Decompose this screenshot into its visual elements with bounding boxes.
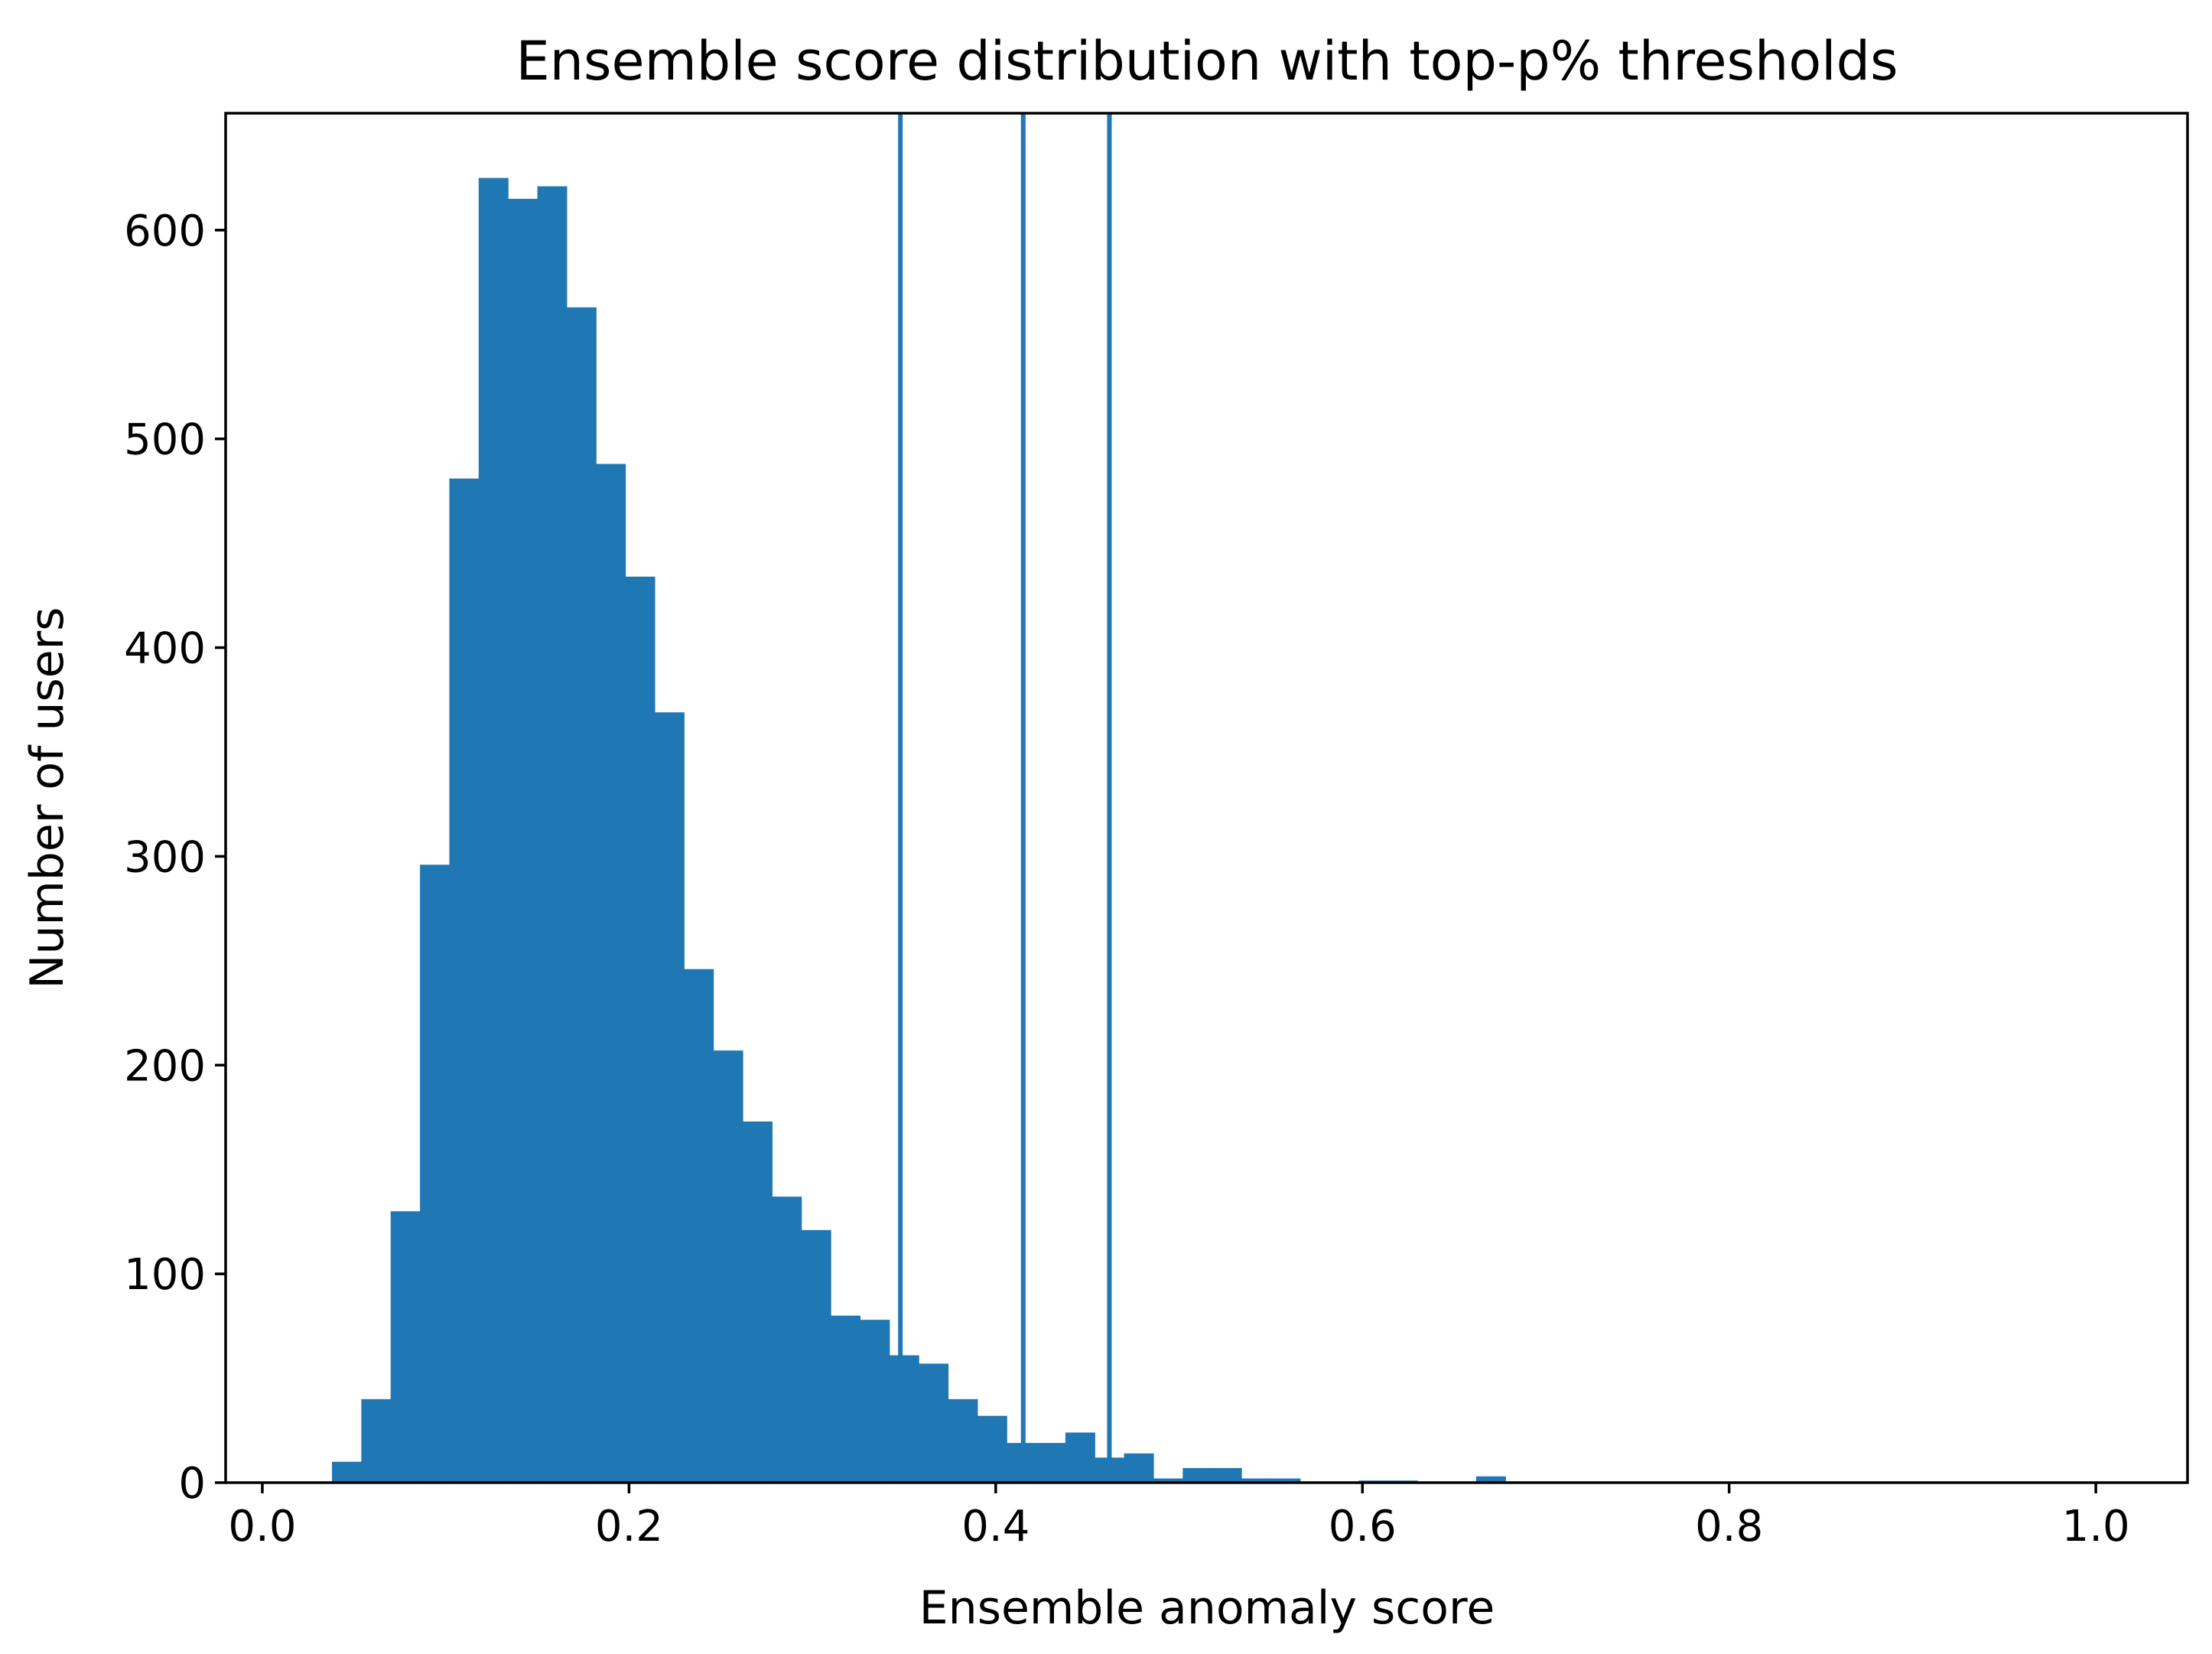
- threshold-lines: [898, 113, 1112, 1483]
- plot-frame: [224, 112, 2189, 1484]
- chart-title: Ensemble score distribution with top-p% …: [516, 30, 1898, 93]
- histogram-bar: [977, 1415, 1007, 1483]
- x-tick-label: 0.2: [595, 1502, 663, 1551]
- y-axis-ticks: 0 100 200 300 400 500 600: [124, 207, 226, 1509]
- x-tick-label: 0.6: [1329, 1502, 1397, 1551]
- histogram-bar: [420, 864, 451, 1483]
- histogram-bar: [860, 1320, 890, 1483]
- y-tick-label: 100: [124, 1250, 206, 1300]
- histogram-bar: [508, 198, 538, 1483]
- histogram-bar: [596, 464, 626, 1483]
- x-tick-label: 0.4: [961, 1502, 1030, 1551]
- histogram-bar: [478, 177, 509, 1483]
- histogram-bar: [449, 478, 480, 1483]
- y-tick-label: 0: [178, 1459, 206, 1509]
- histogram-bar: [772, 1197, 802, 1483]
- histogram-bar: [537, 186, 568, 1483]
- histogram-bar: [1153, 1478, 1183, 1483]
- y-axis-label: Number of users: [21, 607, 74, 988]
- histogram-bar: [919, 1363, 949, 1483]
- x-axis-ticks: 0.0 0.2 0.4 0.6 0.8 1.0: [228, 1483, 2130, 1551]
- histogram-bar: [1241, 1478, 1272, 1483]
- x-tick-label: 0.8: [1695, 1502, 1763, 1551]
- histogram-bar: [1182, 1467, 1213, 1483]
- histogram-bars: [332, 177, 1506, 1483]
- histogram-bar: [948, 1398, 978, 1483]
- histogram-bar: [1475, 1476, 1506, 1483]
- histogram-bar: [743, 1121, 773, 1483]
- y-tick-label: 500: [124, 415, 206, 465]
- x-axis-label: Ensemble anomaly score: [919, 1581, 1495, 1635]
- y-tick-label: 300: [124, 832, 206, 882]
- histogram-bar: [654, 712, 685, 1483]
- histogram-bar: [684, 969, 714, 1483]
- histogram-bar: [889, 1355, 919, 1483]
- histogram-bar: [1124, 1453, 1154, 1483]
- histogram-bar: [801, 1229, 831, 1483]
- x-tick-label: 1.0: [2062, 1502, 2130, 1551]
- y-tick-label: 200: [124, 1041, 206, 1091]
- histogram-bar: [1270, 1478, 1301, 1483]
- histogram-bar: [625, 576, 655, 1483]
- histogram-bar: [361, 1398, 392, 1483]
- histogram-bar: [566, 307, 597, 1483]
- histogram-bar: [1036, 1443, 1066, 1483]
- y-tick-label: 400: [124, 624, 206, 674]
- y-tick-label: 600: [124, 207, 206, 256]
- x-tick-label: 0.0: [228, 1502, 296, 1551]
- histogram-bar: [1065, 1432, 1095, 1483]
- histogram-bar: [713, 1050, 743, 1483]
- histogram-bar: [390, 1211, 421, 1483]
- histogram-bar: [1212, 1467, 1242, 1483]
- histogram-bar: [831, 1315, 861, 1483]
- histogram-bar: [332, 1461, 362, 1483]
